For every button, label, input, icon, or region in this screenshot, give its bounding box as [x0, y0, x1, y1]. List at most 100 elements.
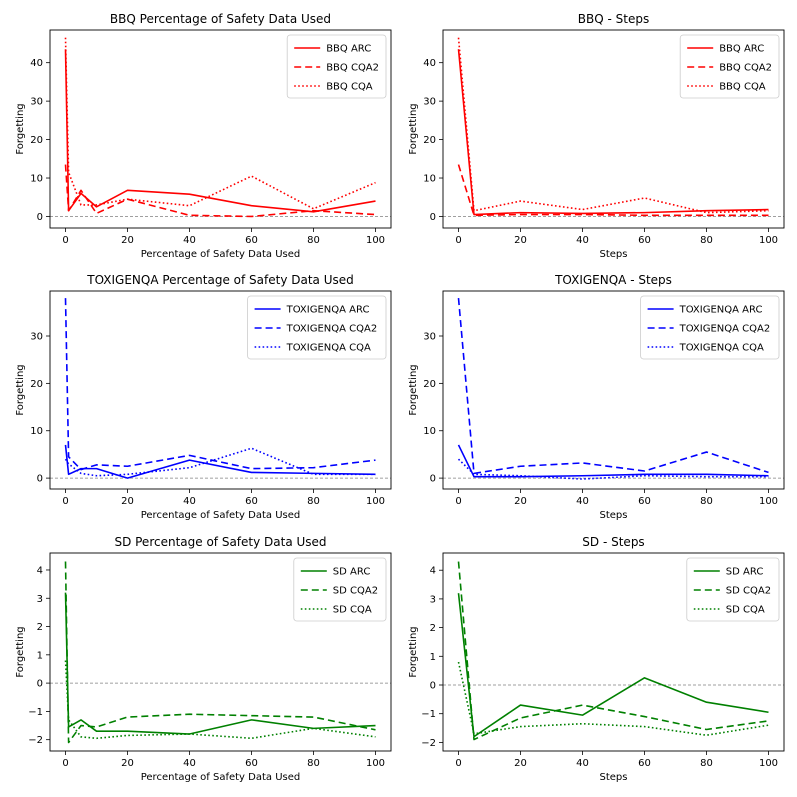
x-tick-label: 100 [366, 235, 385, 246]
x-tick-label: 60 [638, 758, 651, 769]
x-tick-label: 20 [121, 235, 134, 246]
y-tick-label: 30 [30, 97, 43, 108]
x-tick-label: 60 [638, 496, 651, 507]
y-tick-label: −1 [28, 707, 43, 718]
chart-title: TOXIGENQA - Steps [554, 273, 672, 287]
legend-label: SD ARC [726, 567, 764, 578]
chart-panel-2: 0 20 40 60 80 100 0 10 20 30 40 BBQ - Steps Steps For… [408, 12, 785, 260]
y-tick-label: 0 [430, 474, 436, 485]
chart-panel-1: 0 20 40 60 80 100 0 10 20 30 40 BBQ Percentage of S… [15, 12, 392, 260]
y-tick-label: 1 [37, 650, 43, 661]
y-tick-label: 3 [430, 594, 436, 605]
y-tick-label: 2 [37, 622, 43, 633]
x-tick-label: 60 [638, 235, 651, 246]
axes-frame [442, 290, 785, 490]
axes-frame [49, 29, 392, 229]
legend: TOXIGENQA ARC TOXIGENQA CQA2 TOXIGENQA CQA [640, 295, 780, 360]
y-tick-label: 0 [37, 679, 43, 690]
x-tick-label: 100 [759, 496, 778, 507]
legend-label: BBQ CQA2 [719, 63, 772, 74]
y-tick-label: 10 [423, 174, 436, 185]
y-tick-label: −2 [421, 738, 436, 749]
chart-title: TOXIGENQA Percentage of Safety Data Used [86, 273, 354, 287]
chart-title: SD - Steps [582, 535, 644, 549]
legend-box [293, 557, 387, 622]
x-tick-label: 40 [576, 235, 589, 246]
x-tick-label: 80 [307, 496, 320, 507]
x-tick-label: 0 [455, 235, 461, 246]
x-tick-label: 100 [366, 758, 385, 769]
series-line-dotted [64, 660, 376, 740]
y-tick-label: 30 [423, 332, 436, 343]
x-tick-label: 80 [307, 235, 320, 246]
y-tick-label: 20 [30, 379, 43, 390]
y-axis-label: Forgetting [408, 626, 419, 677]
y-tick-label: 4 [37, 565, 43, 576]
x-tick-label: 0 [62, 235, 68, 246]
x-tick-label: 40 [183, 758, 196, 769]
legend-label: SD ARC [333, 567, 371, 578]
y-tick-label: 0 [430, 681, 436, 692]
y-tick-label: 20 [423, 379, 436, 390]
x-tick-label: 40 [576, 496, 589, 507]
legend-label: TOXIGENQA CQA [679, 343, 764, 354]
y-axis-label: Forgetting [15, 626, 26, 677]
x-axis-label: Percentage of Safety Data Used [141, 249, 301, 260]
legend-label: TOXIGENQA CQA2 [286, 324, 378, 335]
plot-area [457, 561, 769, 741]
series-line-dotted [64, 37, 376, 210]
chart-title: BBQ Percentage of Safety Data Used [110, 12, 331, 26]
axes-frame [49, 290, 392, 490]
x-tick-label: 80 [700, 235, 713, 246]
y-axis-label: Forgetting [408, 103, 419, 154]
series-line-dashed [64, 164, 376, 218]
y-tick-label: 0 [37, 474, 43, 485]
legend-label: TOXIGENQA CQA2 [679, 324, 771, 335]
y-tick-label: 10 [423, 426, 436, 437]
legend-label: BBQ CQA2 [326, 63, 379, 74]
axes-frame [442, 552, 785, 752]
x-tick-label: 40 [576, 758, 589, 769]
legend-box [286, 34, 387, 99]
y-tick-label: 2 [430, 623, 436, 634]
series-line-solid [457, 49, 769, 216]
x-tick-label: 80 [307, 758, 320, 769]
x-tick-label: 40 [183, 496, 196, 507]
axes-frame [49, 552, 392, 752]
legend-label: TOXIGENQA ARC [286, 305, 370, 316]
x-tick-label: 20 [121, 496, 134, 507]
x-tick-label: 0 [455, 758, 461, 769]
legend: SD ARC SD CQA2 SD CQA [686, 557, 780, 622]
series-line-dotted [457, 458, 769, 480]
y-tick-label: 40 [423, 58, 436, 69]
legend-label: BBQ CQA [326, 82, 373, 93]
series-line-solid [64, 444, 376, 479]
x-tick-label: 40 [183, 235, 196, 246]
series-line-dashed [64, 298, 376, 471]
y-tick-label: 30 [30, 332, 43, 343]
y-tick-label: 0 [37, 212, 43, 223]
chart-panel-5: 0 20 40 60 80 100 −2 −1 0 1 2 3 4 SD Percentage of Sa… [15, 535, 392, 783]
x-tick-label: 0 [62, 758, 68, 769]
legend-label: SD CQA [726, 605, 765, 616]
plot-area [64, 37, 376, 218]
x-tick-label: 20 [514, 235, 527, 246]
x-tick-label: 20 [514, 496, 527, 507]
legend-label: SD CQA2 [726, 586, 771, 597]
y-tick-label: 0 [430, 212, 436, 223]
x-tick-label: 60 [245, 758, 258, 769]
y-axis-label: Forgetting [408, 364, 419, 415]
x-axis-label: Steps [600, 772, 628, 783]
axes-frame [442, 29, 785, 229]
series-line-solid [64, 49, 376, 213]
series-line-dashed [64, 561, 376, 744]
legend: TOXIGENQA ARC TOXIGENQA CQA2 TOXIGENQA CQA [247, 295, 387, 360]
legend-box [679, 34, 780, 99]
x-tick-label: 60 [245, 496, 258, 507]
plot-area [64, 298, 376, 479]
x-axis-label: Steps [600, 510, 628, 521]
y-tick-label: 10 [30, 426, 43, 437]
y-tick-label: 10 [30, 174, 43, 185]
x-axis-label: Percentage of Safety Data Used [141, 510, 301, 521]
plot-area [64, 561, 376, 744]
